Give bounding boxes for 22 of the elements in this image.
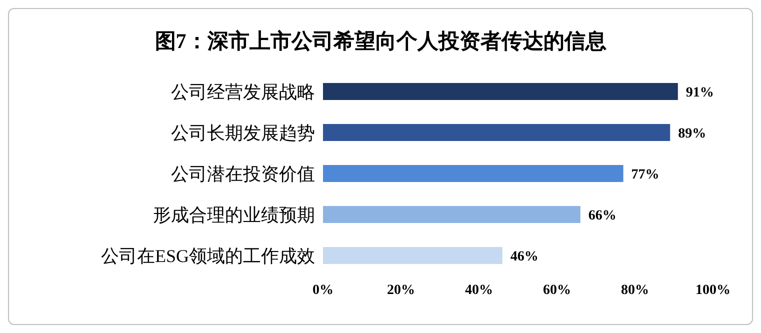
data-label: 46%	[510, 249, 538, 264]
y-tick-label: 形成合理的业绩预期	[153, 204, 315, 225]
bar	[323, 247, 502, 264]
x-tick-label: 100%	[696, 282, 730, 298]
x-tick-label: 0%	[312, 282, 334, 298]
bar	[323, 124, 670, 141]
data-label: 89%	[678, 126, 706, 142]
x-tick-label: 80%	[621, 282, 649, 298]
y-tick-label: 公司潜在投资价值	[171, 164, 315, 184]
y-tick-label: 公司在ESG领域的工作成效	[100, 246, 315, 266]
bar	[323, 83, 678, 100]
y-tick-label: 公司经营发展战略	[171, 82, 315, 102]
y-tick-label: 公司长期发展趋势	[171, 122, 315, 143]
data-label: 66%	[588, 208, 616, 224]
chart-title: 图7：深市上市公司希望向个人投资者传达的信息	[154, 28, 608, 55]
bar	[323, 206, 580, 223]
x-tick-label: 40%	[465, 282, 493, 298]
data-label: 91%	[686, 85, 714, 100]
data-label: 77%	[631, 167, 660, 182]
x-tick-label: 20%	[387, 282, 415, 298]
bar	[323, 165, 624, 182]
x-tick-label: 60%	[543, 282, 571, 298]
